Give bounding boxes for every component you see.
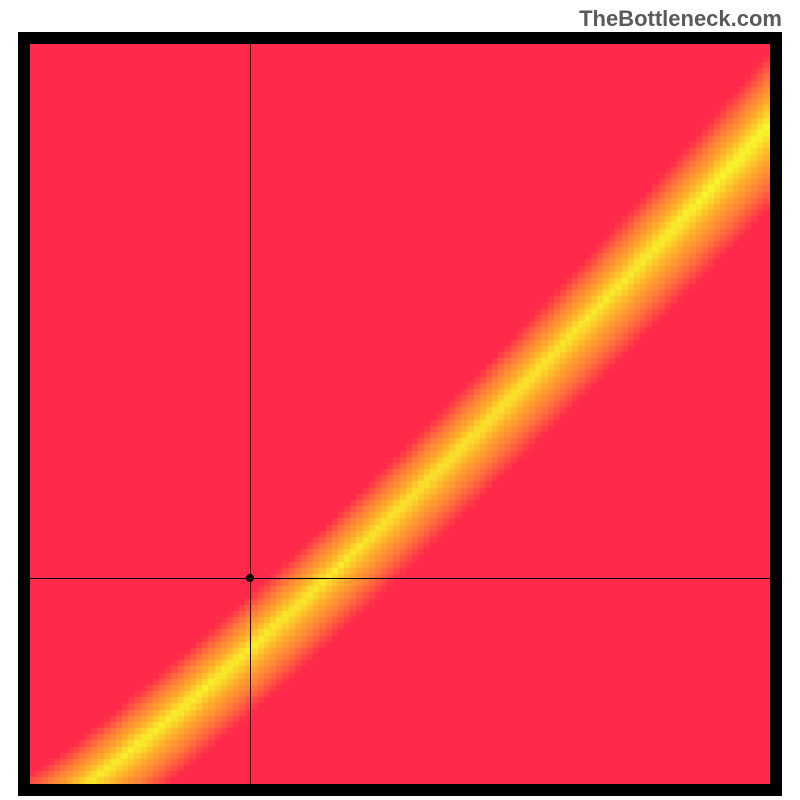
watermark-text: TheBottleneck.com bbox=[579, 6, 782, 32]
chart-wrapper: TheBottleneck.com bbox=[0, 0, 800, 800]
heatmap-canvas bbox=[30, 44, 770, 784]
heatmap-area bbox=[30, 44, 770, 784]
marker-dot bbox=[246, 574, 254, 582]
crosshair-vertical bbox=[250, 44, 251, 784]
crosshair-horizontal bbox=[30, 578, 770, 579]
chart-border bbox=[18, 32, 782, 796]
